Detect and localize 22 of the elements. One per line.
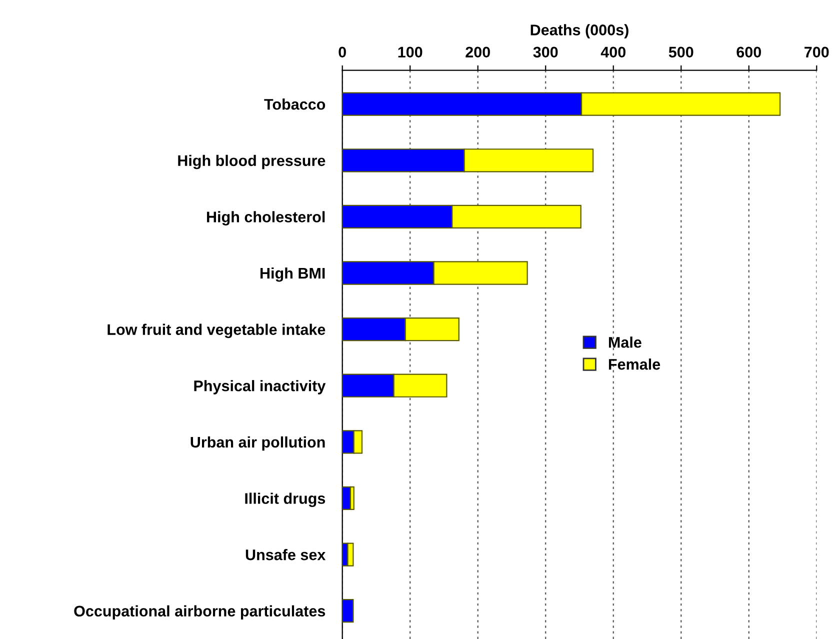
y-tick-label: Unsafe sex — [246, 549, 326, 560]
y-tick-label: High BMI — [260, 267, 325, 282]
x-tick-label: 0 — [338, 46, 346, 58]
y-tick-label: Illicit drugs — [245, 492, 326, 508]
bar — [342, 599, 354, 623]
x-tick-label: 400 — [600, 46, 626, 58]
y-tick-label: High blood pressure — [178, 154, 326, 170]
legend-label: Female — [608, 358, 660, 370]
x-tick-label: 700 — [804, 46, 829, 58]
y-tick-label: Urban air pollution — [190, 436, 325, 451]
y-tick-label: Tobacco — [264, 98, 326, 110]
legend-label: Male — [608, 336, 642, 348]
x-tick-label: 200 — [466, 46, 490, 58]
x-tick-label: 500 — [668, 46, 694, 58]
x-tick-label: 300 — [533, 46, 558, 58]
y-tick-label: Physical inactivity — [194, 380, 326, 394]
x-axis-title: Deaths (000s) — [530, 24, 628, 38]
y-tick-label: Occupational airborne particulates — [74, 605, 326, 620]
x-tick-label: 100 — [398, 46, 422, 58]
x-tick-label: 600 — [736, 46, 761, 58]
y-tick-label: Low fruit and vegetable intake — [108, 324, 326, 338]
y-tick-label: High cholesterol — [207, 211, 325, 226]
